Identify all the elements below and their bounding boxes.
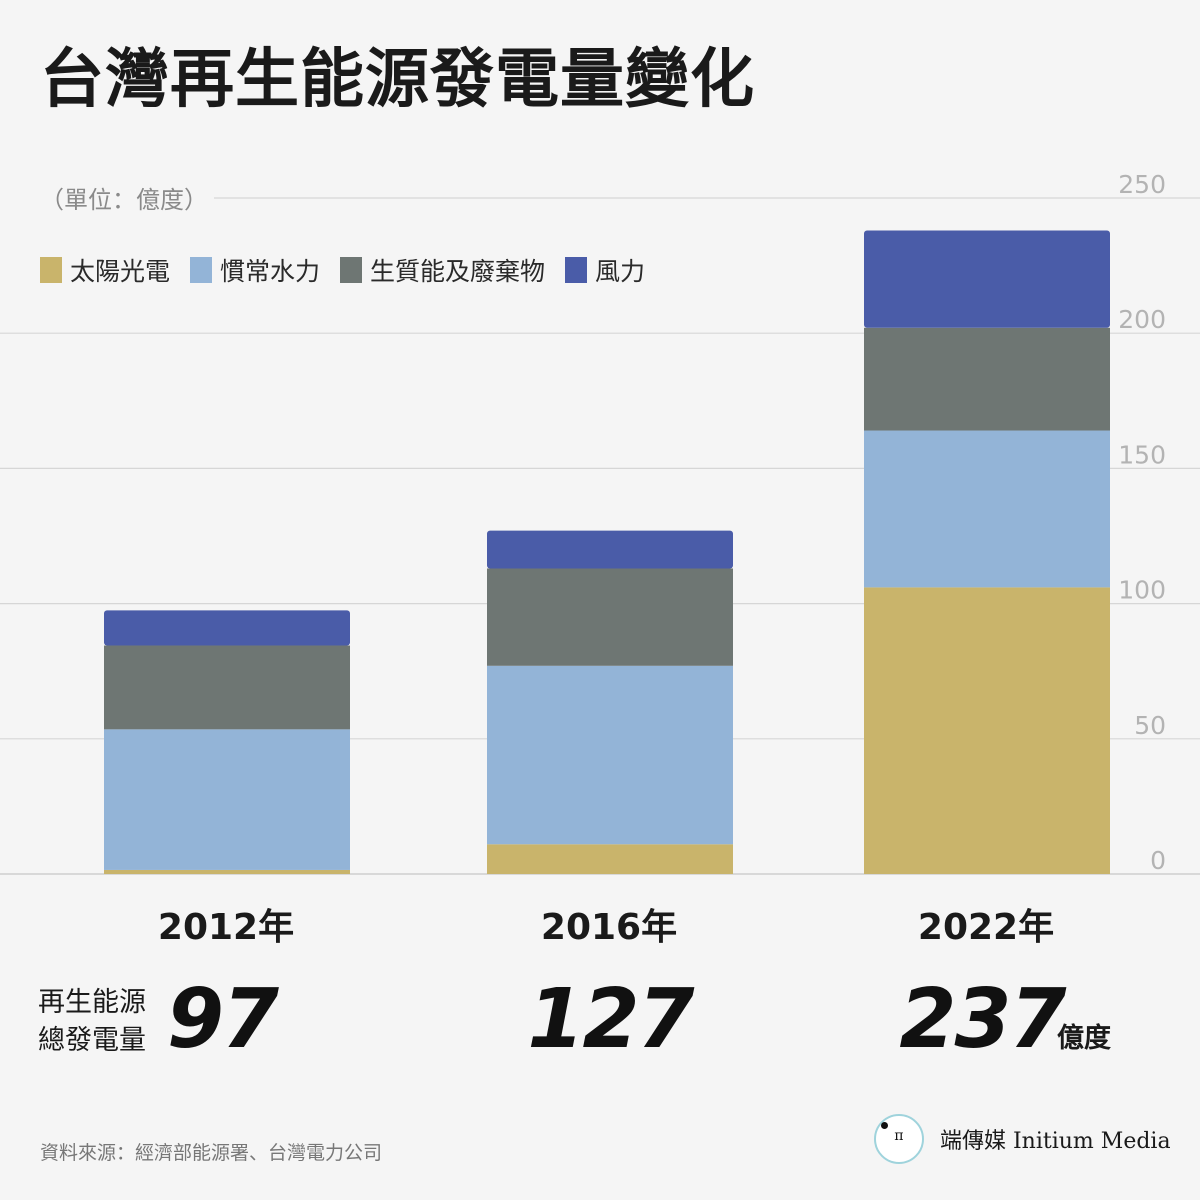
bar-segment (104, 645, 350, 730)
stacked-bar-chart: 0 50 100 150 200 250 (0, 170, 1200, 875)
legend-label-hydro: 慣常水力 (220, 257, 321, 286)
legend-swatch-wind (565, 257, 588, 283)
y-tick-label: 0 (1150, 846, 1166, 875)
bar-segment (487, 844, 733, 874)
unit-label: （單位：億度） (40, 186, 208, 214)
bar-segment (487, 665, 733, 845)
total-caption-line2: 總發電量 (38, 1025, 146, 1056)
legend-swatch-solar (40, 257, 62, 283)
total-value-2016: 127 (527, 972, 694, 1067)
total-value-2022: 237 (899, 972, 1066, 1067)
bar-segment (487, 568, 733, 666)
legend-item-biomass: 生質能及廢棄物 (340, 252, 545, 288)
y-tick-label: 250 (1118, 170, 1166, 199)
bar-segment (864, 430, 1110, 588)
bar-segment (104, 610, 350, 646)
year-label-2012: 2012年 (157, 907, 295, 948)
legend-label-biomass: 生質能及廢棄物 (370, 257, 546, 286)
brand: п 端傳媒 Initium Media (874, 1114, 1171, 1164)
legend-item-wind: 風力 (565, 252, 645, 288)
total-caption-line1: 再生能源 (38, 987, 146, 1018)
legend-item-hydro: 慣常水力 (190, 252, 320, 288)
initium-logo-icon: п (874, 1114, 924, 1164)
logo-glyph: п (894, 1128, 904, 1144)
y-tick-label: 100 (1118, 576, 1166, 605)
legend-swatch-hydro (190, 257, 213, 283)
y-tick-label: 150 (1118, 440, 1166, 469)
bar-segment (864, 587, 1110, 874)
y-tick-label: 200 (1118, 305, 1166, 334)
total-caption: 再生能源 總發電量 (38, 984, 146, 1060)
total-value-2012: 97 (166, 972, 279, 1067)
bar-segment (104, 729, 350, 870)
chart-title: 台灣再生能源發電量變化 (40, 43, 755, 117)
brand-name: 端傳媒 Initium Media (940, 1129, 1171, 1154)
year-label-2022: 2022年 (917, 907, 1055, 948)
legend-label-solar: 太陽光電 (70, 257, 171, 286)
legend: 太陽光電 慣常水力 生質能及廢棄物 風力 (40, 252, 665, 288)
bar-segment (487, 530, 733, 569)
bar-segment (864, 230, 1110, 328)
legend-swatch-biomass (340, 257, 363, 283)
source-note: 資料來源：經濟部能源署、台灣電力公司 (40, 1142, 383, 1164)
legend-label-wind: 風力 (595, 257, 646, 286)
legend-item-solar: 太陽光電 (40, 252, 170, 288)
logo-dot-icon (881, 1122, 888, 1129)
year-label-2016: 2016年 (540, 907, 678, 948)
bar-segment (864, 327, 1110, 431)
bar-segment (104, 869, 350, 874)
total-unit: 億度 (1057, 1023, 1111, 1054)
y-tick-label: 50 (1134, 711, 1166, 740)
